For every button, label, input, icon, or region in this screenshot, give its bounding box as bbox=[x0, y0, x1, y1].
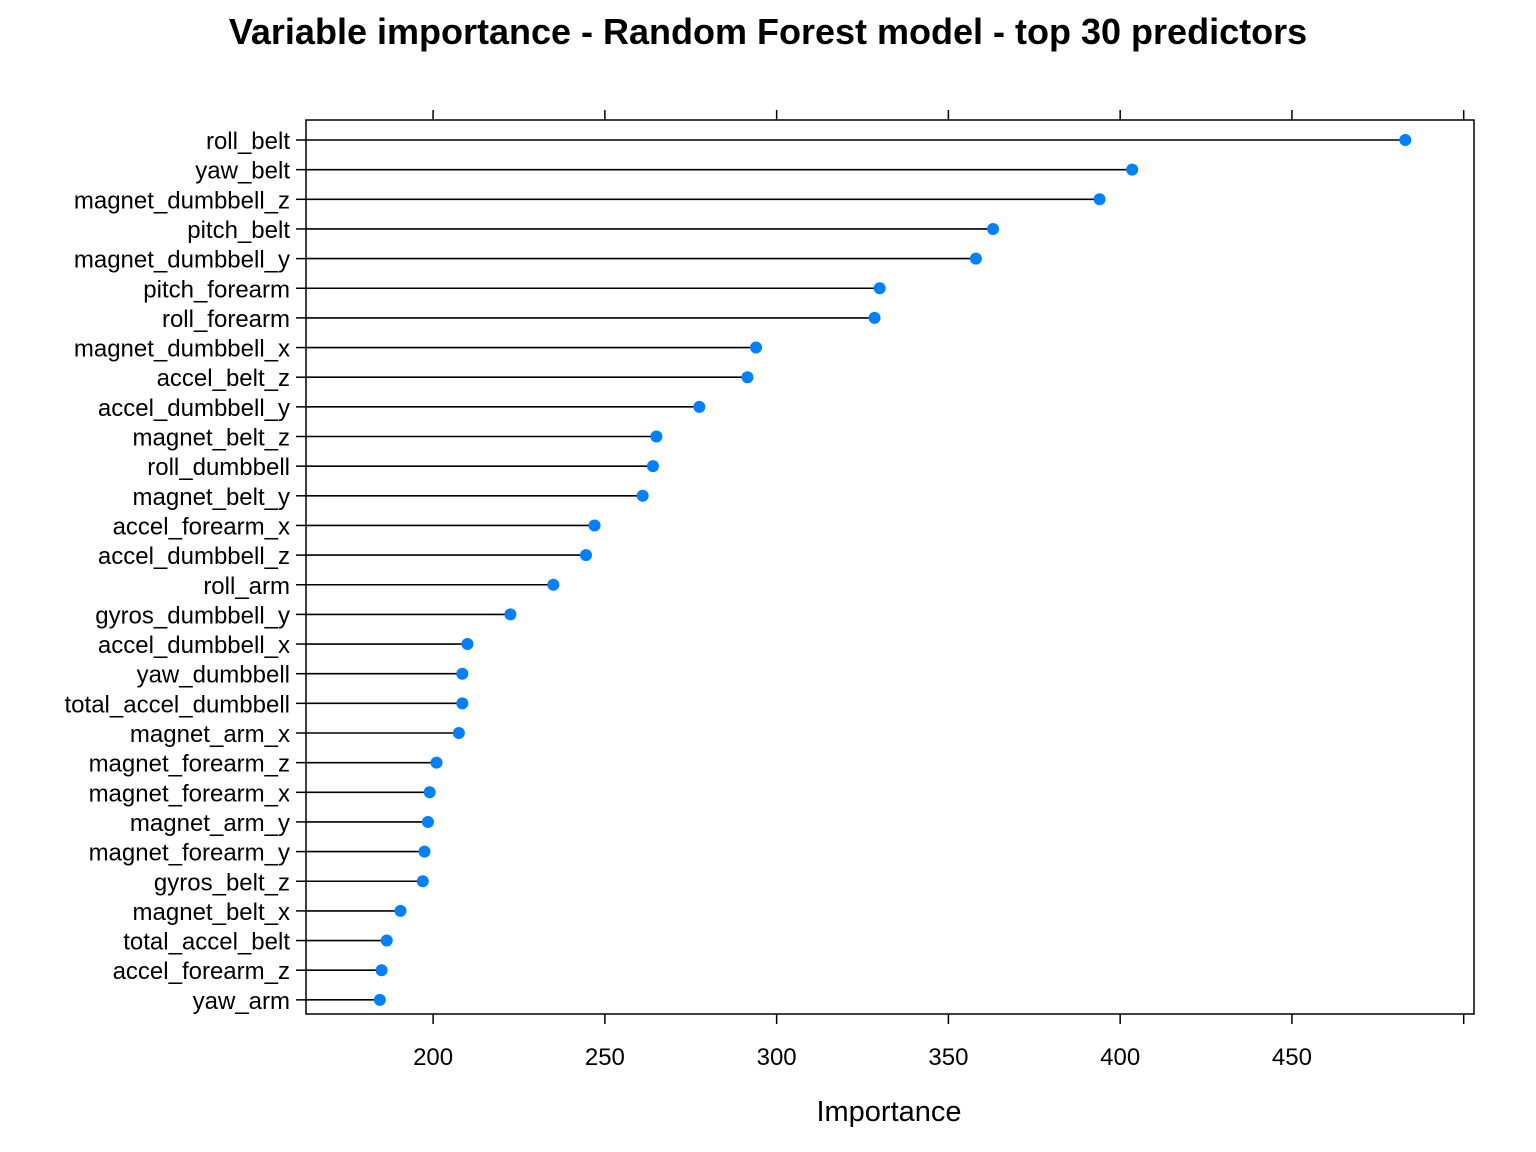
importance-point bbox=[868, 311, 881, 324]
y-tick-label: total_accel_belt bbox=[123, 929, 290, 956]
importance-point bbox=[636, 489, 649, 502]
x-tick-label: 450 bbox=[1272, 1044, 1312, 1071]
importance-point bbox=[693, 400, 706, 413]
importance-point bbox=[423, 786, 436, 799]
importance-point bbox=[418, 845, 431, 858]
y-tick-label: accel_dumbbell_z bbox=[98, 543, 290, 570]
importance-point bbox=[375, 964, 388, 977]
importance-point bbox=[1093, 193, 1106, 206]
y-tick-label: total_accel_dumbbell bbox=[65, 691, 290, 718]
y-tick-label: accel_forearm_z bbox=[113, 958, 290, 985]
y-tick-label: accel_belt_z bbox=[157, 365, 290, 392]
importance-point bbox=[456, 697, 469, 710]
importance-point bbox=[987, 222, 1000, 235]
x-axis-label: Importance bbox=[816, 1096, 961, 1128]
importance-point bbox=[547, 578, 560, 591]
y-tick-label: magnet_arm_y bbox=[130, 810, 290, 837]
chart-title: Variable importance - Random Forest mode… bbox=[229, 11, 1307, 52]
importance-point bbox=[750, 341, 763, 354]
importance-point bbox=[456, 667, 469, 680]
importance-point bbox=[421, 815, 434, 828]
importance-point bbox=[1399, 134, 1412, 146]
y-tick-label: magnet_belt_z bbox=[133, 425, 290, 452]
importance-point bbox=[430, 756, 443, 769]
importance-point bbox=[373, 993, 386, 1006]
x-tick-label: 250 bbox=[585, 1044, 625, 1071]
x-tick-label: 200 bbox=[413, 1044, 453, 1071]
y-tick-label: yaw_dumbbell bbox=[137, 662, 290, 689]
y-tick-label: roll_belt bbox=[206, 128, 290, 155]
y-tick-label: magnet_dumbbell_y bbox=[74, 247, 290, 274]
y-tick-label: roll_dumbbell bbox=[147, 454, 290, 481]
y-tick-label: pitch_forearm bbox=[143, 276, 290, 303]
y-tick-label: magnet_dumbbell_z bbox=[74, 187, 290, 214]
importance-point bbox=[969, 252, 982, 265]
plot-layer bbox=[306, 134, 1412, 1006]
importance-point bbox=[873, 282, 886, 295]
y-tick-label: magnet_belt_y bbox=[133, 484, 290, 511]
importance-point bbox=[394, 904, 407, 917]
y-tick-label: magnet_belt_x bbox=[133, 899, 290, 926]
importance-point bbox=[650, 430, 663, 443]
importance-point bbox=[646, 460, 659, 473]
y-tick-label: accel_forearm_x bbox=[113, 513, 290, 540]
importance-point bbox=[579, 549, 592, 562]
importance-point bbox=[380, 934, 393, 947]
y-tick-label: gyros_dumbbell_y bbox=[95, 602, 290, 629]
importance-point bbox=[504, 608, 517, 621]
x-tick-label: 400 bbox=[1100, 1044, 1140, 1071]
importance-point bbox=[416, 875, 429, 888]
y-tick-label: roll_arm bbox=[203, 573, 290, 600]
y-tick-label: pitch_belt bbox=[187, 217, 290, 244]
y-tick-label: magnet_forearm_x bbox=[89, 780, 290, 807]
y-tick-label: yaw_arm bbox=[193, 988, 290, 1015]
x-tick-label: 300 bbox=[757, 1044, 797, 1071]
x-tick-label: 350 bbox=[928, 1044, 968, 1071]
y-tick-label: magnet_arm_x bbox=[130, 721, 290, 748]
y-tick-label: magnet_dumbbell_x bbox=[74, 336, 290, 363]
importance-point bbox=[1126, 163, 1139, 176]
importance-point bbox=[741, 371, 754, 384]
importance-point bbox=[461, 638, 474, 651]
y-tick-label: yaw_belt bbox=[195, 158, 290, 185]
plot-frame bbox=[305, 119, 1475, 1015]
y-tick-label: accel_dumbbell_y bbox=[98, 395, 290, 422]
importance-point bbox=[588, 519, 601, 532]
y-tick-label: accel_dumbbell_x bbox=[98, 632, 290, 659]
importance-point bbox=[452, 727, 465, 739]
y-tick-label: magnet_forearm_y bbox=[89, 840, 290, 867]
axis-layer: 200 250 300 350 400 450roll_beltyaw_beltmagne… bbox=[65, 110, 1475, 1071]
y-tick-label: roll_forearm bbox=[162, 306, 290, 333]
y-tick-label: gyros_belt_z bbox=[154, 869, 290, 896]
y-tick-label: magnet_forearm_z bbox=[89, 751, 290, 778]
